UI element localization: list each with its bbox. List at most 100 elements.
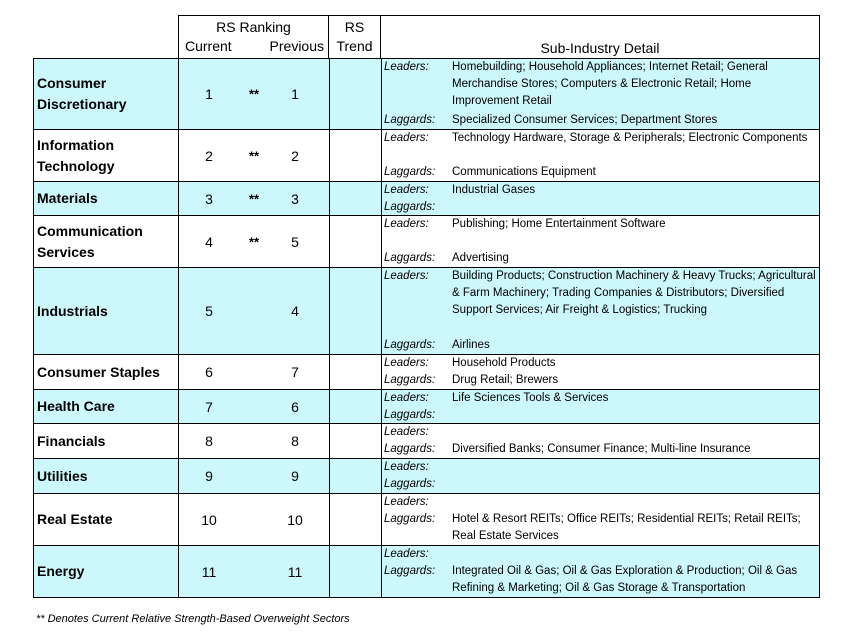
leaders-text: Homebuilding; Household Appliances; Inte… — [452, 61, 768, 107]
current-column-header: Current — [185, 38, 232, 54]
table-row: Communication Services 4 ** 5 Leaders: Publis… — [34, 215, 819, 267]
leaders-text: Household Products — [452, 357, 556, 369]
sub-industry-title: Sub-Industry Detail — [540, 40, 660, 56]
table-row: Energy 11 11 Leaders: Laggards: Integrated Oi… — [34, 545, 819, 597]
sub-industry-detail: Leaders: Laggards: Diversified Banks; Cons… — [382, 424, 819, 458]
current-rank: 8 — [205, 433, 213, 449]
table-row: Utilities 9 9 Leaders: Laggards: — [34, 458, 819, 493]
footnote: ** Denotes Current Relative Strength-Bas… — [36, 613, 350, 625]
rank-cell: 2 ** 2 — [179, 130, 330, 181]
rs-trend-title-line2: Trend — [336, 38, 373, 54]
overweight-marker: ** — [249, 86, 260, 102]
rs-trend-cell — [330, 355, 382, 389]
laggards-text: Airlines — [452, 339, 490, 351]
table-row: Information Technology 2 ** 2 Leaders: Techno… — [34, 129, 819, 181]
leaders-text: Technology Hardware, Storage & Periphera… — [452, 132, 808, 144]
leaders-line: Leaders: — [382, 494, 819, 511]
laggards-text: Diversified Banks; Consumer Finance; Mul… — [452, 443, 751, 455]
rank-cell: 1 ** 1 — [179, 59, 330, 129]
previous-rank: 3 — [291, 190, 299, 207]
laggards-text: Communications Equipment — [452, 166, 596, 178]
leaders-line: Leaders: Homebuilding; Household Applianc… — [382, 59, 819, 110]
rs-trend-cell — [330, 390, 382, 423]
table-row: Financials 8 8 Leaders: Laggards: Diversified… — [34, 423, 819, 458]
laggards-line: Laggards: Hotel & Resort REITs; Office RE… — [382, 511, 819, 545]
current-rank: 5 — [205, 303, 213, 319]
leaders-text: Life Sciences Tools & Services — [452, 392, 609, 404]
sub-industry-detail: Leaders: Laggards: — [382, 459, 819, 493]
previous-rank: 11 — [287, 563, 303, 580]
leaders-line: Leaders: Industrial Gases — [382, 182, 819, 199]
sub-industry-detail: Leaders: Laggards: Hotel & Resort REITs; O… — [382, 494, 819, 545]
laggards-line: Laggards: — [382, 407, 819, 424]
laggards-text: Drug Retail; Brewers — [452, 374, 559, 386]
laggards-text — [452, 407, 819, 424]
previous-rank: 10 — [287, 511, 303, 528]
leaders-label: Leaders: — [384, 132, 429, 144]
sector-name: Energy — [34, 546, 179, 597]
current-rank: 10 — [201, 511, 217, 528]
laggards-label: Laggards: — [384, 201, 436, 213]
table-row: Materials 3 ** 3 Leaders: Industrial Gases Lag… — [34, 181, 819, 215]
laggards-line: Laggards: Communications Equipment — [382, 164, 819, 181]
laggards-text — [452, 476, 819, 493]
leaders-line: Leaders: — [382, 546, 819, 563]
laggards-label: Laggards: — [384, 409, 436, 421]
sector-name: Communication Services — [34, 216, 179, 267]
laggards-line: Laggards: — [382, 199, 819, 216]
laggards-text: Specialized Consumer Services; Departmen… — [452, 114, 718, 126]
laggards-label: Laggards: — [384, 339, 436, 351]
laggards-line: Laggards: — [382, 476, 819, 493]
current-rank: 7 — [205, 398, 213, 415]
rs-trend-cell — [330, 130, 382, 181]
table-row: Health Care 7 6 Leaders: Life Sciences Tools… — [34, 389, 819, 423]
sector-name: Materials — [34, 182, 179, 215]
rank-cell: 10 10 — [179, 494, 330, 545]
sector-name: Consumer Staples — [34, 355, 179, 389]
sub-industry-detail: Leaders: Building Products; Construction … — [382, 268, 819, 354]
leaders-label: Leaders: — [384, 357, 429, 369]
current-rank: 9 — [205, 468, 213, 484]
laggards-line: Laggards: Drug Retail; Brewers — [382, 372, 819, 389]
previous-rank: 5 — [291, 233, 299, 250]
laggards-text: Advertising — [452, 252, 509, 264]
laggards-line: Laggards: Specialized Consumer Services; … — [382, 112, 819, 129]
table-row: Real Estate 10 10 Leaders: Laggards: Hotel & … — [34, 493, 819, 545]
rank-cell: 11 11 — [179, 546, 330, 597]
leaders-text — [452, 459, 819, 476]
leaders-label: Leaders: — [384, 184, 429, 196]
laggards-text: Hotel & Resort REITs; Office REITs; Resi… — [452, 513, 801, 542]
previous-rank: 2 — [291, 147, 299, 164]
sub-industry-detail: Leaders: Publishing; Home Entertainment S… — [382, 216, 819, 267]
leaders-line: Leaders: Life Sciences Tools & Services — [382, 390, 819, 407]
overweight-marker: ** — [249, 191, 260, 206]
rs-trend-cell — [330, 216, 382, 267]
rank-cell: 3 ** 3 — [179, 182, 330, 215]
laggards-line: Laggards: Airlines — [382, 337, 819, 354]
leaders-label: Leaders: — [384, 548, 429, 560]
leaders-text — [452, 546, 819, 563]
table-row: Consumer Staples 6 7 Leaders: Household Prod… — [34, 354, 819, 389]
sub-industry-detail: Leaders: Industrial Gases Laggards: — [382, 182, 819, 215]
laggards-label: Laggards: — [384, 252, 436, 264]
sector-name: Industrials — [34, 268, 179, 354]
rs-trend-cell — [330, 59, 382, 129]
sector-name: Utilities — [34, 459, 179, 493]
leaders-label: Leaders: — [384, 61, 429, 73]
leaders-text: Industrial Gases — [452, 184, 536, 196]
table-row: Industrials 5 4 Leaders: Building Products; … — [34, 267, 819, 354]
laggards-text: Integrated Oil & Gas; Oil & Gas Explorat… — [452, 565, 798, 594]
previous-rank: 9 — [291, 468, 299, 484]
previous-column-header: Previous — [269, 38, 324, 54]
sub-industry-header: Sub-Industry Detail — [381, 15, 820, 58]
table-header: RS Ranking Current Previous RS Trend Sub… — [33, 15, 820, 58]
leaders-label: Leaders: — [384, 426, 429, 438]
rs-trend-cell — [330, 182, 382, 215]
laggards-line: Laggards: Diversified Banks; Consumer Fin… — [382, 441, 819, 458]
laggards-label: Laggards: — [384, 374, 436, 386]
rs-ranking-header: RS Ranking Current Previous — [178, 15, 329, 58]
sector-name: Financials — [34, 424, 179, 458]
